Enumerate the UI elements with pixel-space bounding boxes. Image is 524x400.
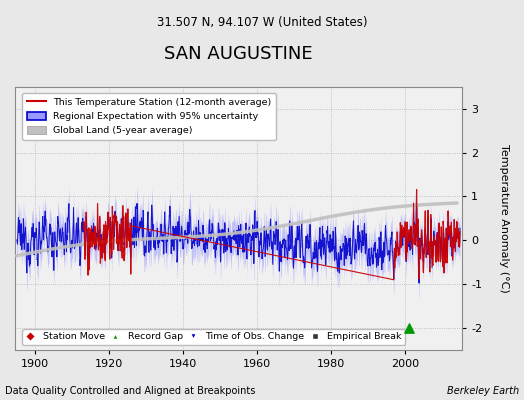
Legend: Station Move, Record Gap, Time of Obs. Change, Empirical Break: Station Move, Record Gap, Time of Obs. C… <box>22 329 406 345</box>
Text: 31.507 N, 94.107 W (United States): 31.507 N, 94.107 W (United States) <box>157 16 367 29</box>
Text: Data Quality Controlled and Aligned at Breakpoints: Data Quality Controlled and Aligned at B… <box>5 386 256 396</box>
Title: SAN AUGUSTINE: SAN AUGUSTINE <box>165 45 313 63</box>
Text: Berkeley Earth: Berkeley Earth <box>446 386 519 396</box>
Y-axis label: Temperature Anomaly (°C): Temperature Anomaly (°C) <box>499 144 509 293</box>
Point <box>405 325 413 331</box>
